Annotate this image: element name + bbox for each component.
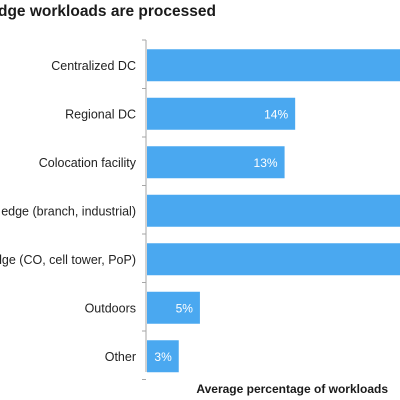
bar bbox=[147, 97, 296, 130]
category-label: Outdoors bbox=[85, 301, 136, 315]
data-label: 13% bbox=[254, 156, 278, 170]
bar bbox=[147, 243, 400, 276]
category-label: Colocation facility bbox=[39, 156, 137, 170]
bar bbox=[147, 146, 285, 179]
chart-title: dge workloads are processed bbox=[0, 3, 216, 20]
category-label: Regional DC bbox=[65, 107, 136, 121]
data-label: 3% bbox=[154, 350, 172, 364]
category-label: Centralized DC bbox=[51, 59, 136, 73]
data-label: 5% bbox=[176, 301, 194, 315]
bar bbox=[147, 194, 400, 227]
bar bbox=[147, 291, 200, 324]
x-axis-label: Average percentage of workloads bbox=[196, 382, 388, 396]
category-label: Other bbox=[105, 350, 136, 364]
category-label: e edge (branch, industrial) bbox=[0, 204, 136, 218]
bar bbox=[147, 49, 400, 82]
data-label: 14% bbox=[264, 107, 288, 121]
category-label: edge (CO, cell tower, PoP) bbox=[0, 253, 136, 267]
bar bbox=[147, 340, 179, 373]
